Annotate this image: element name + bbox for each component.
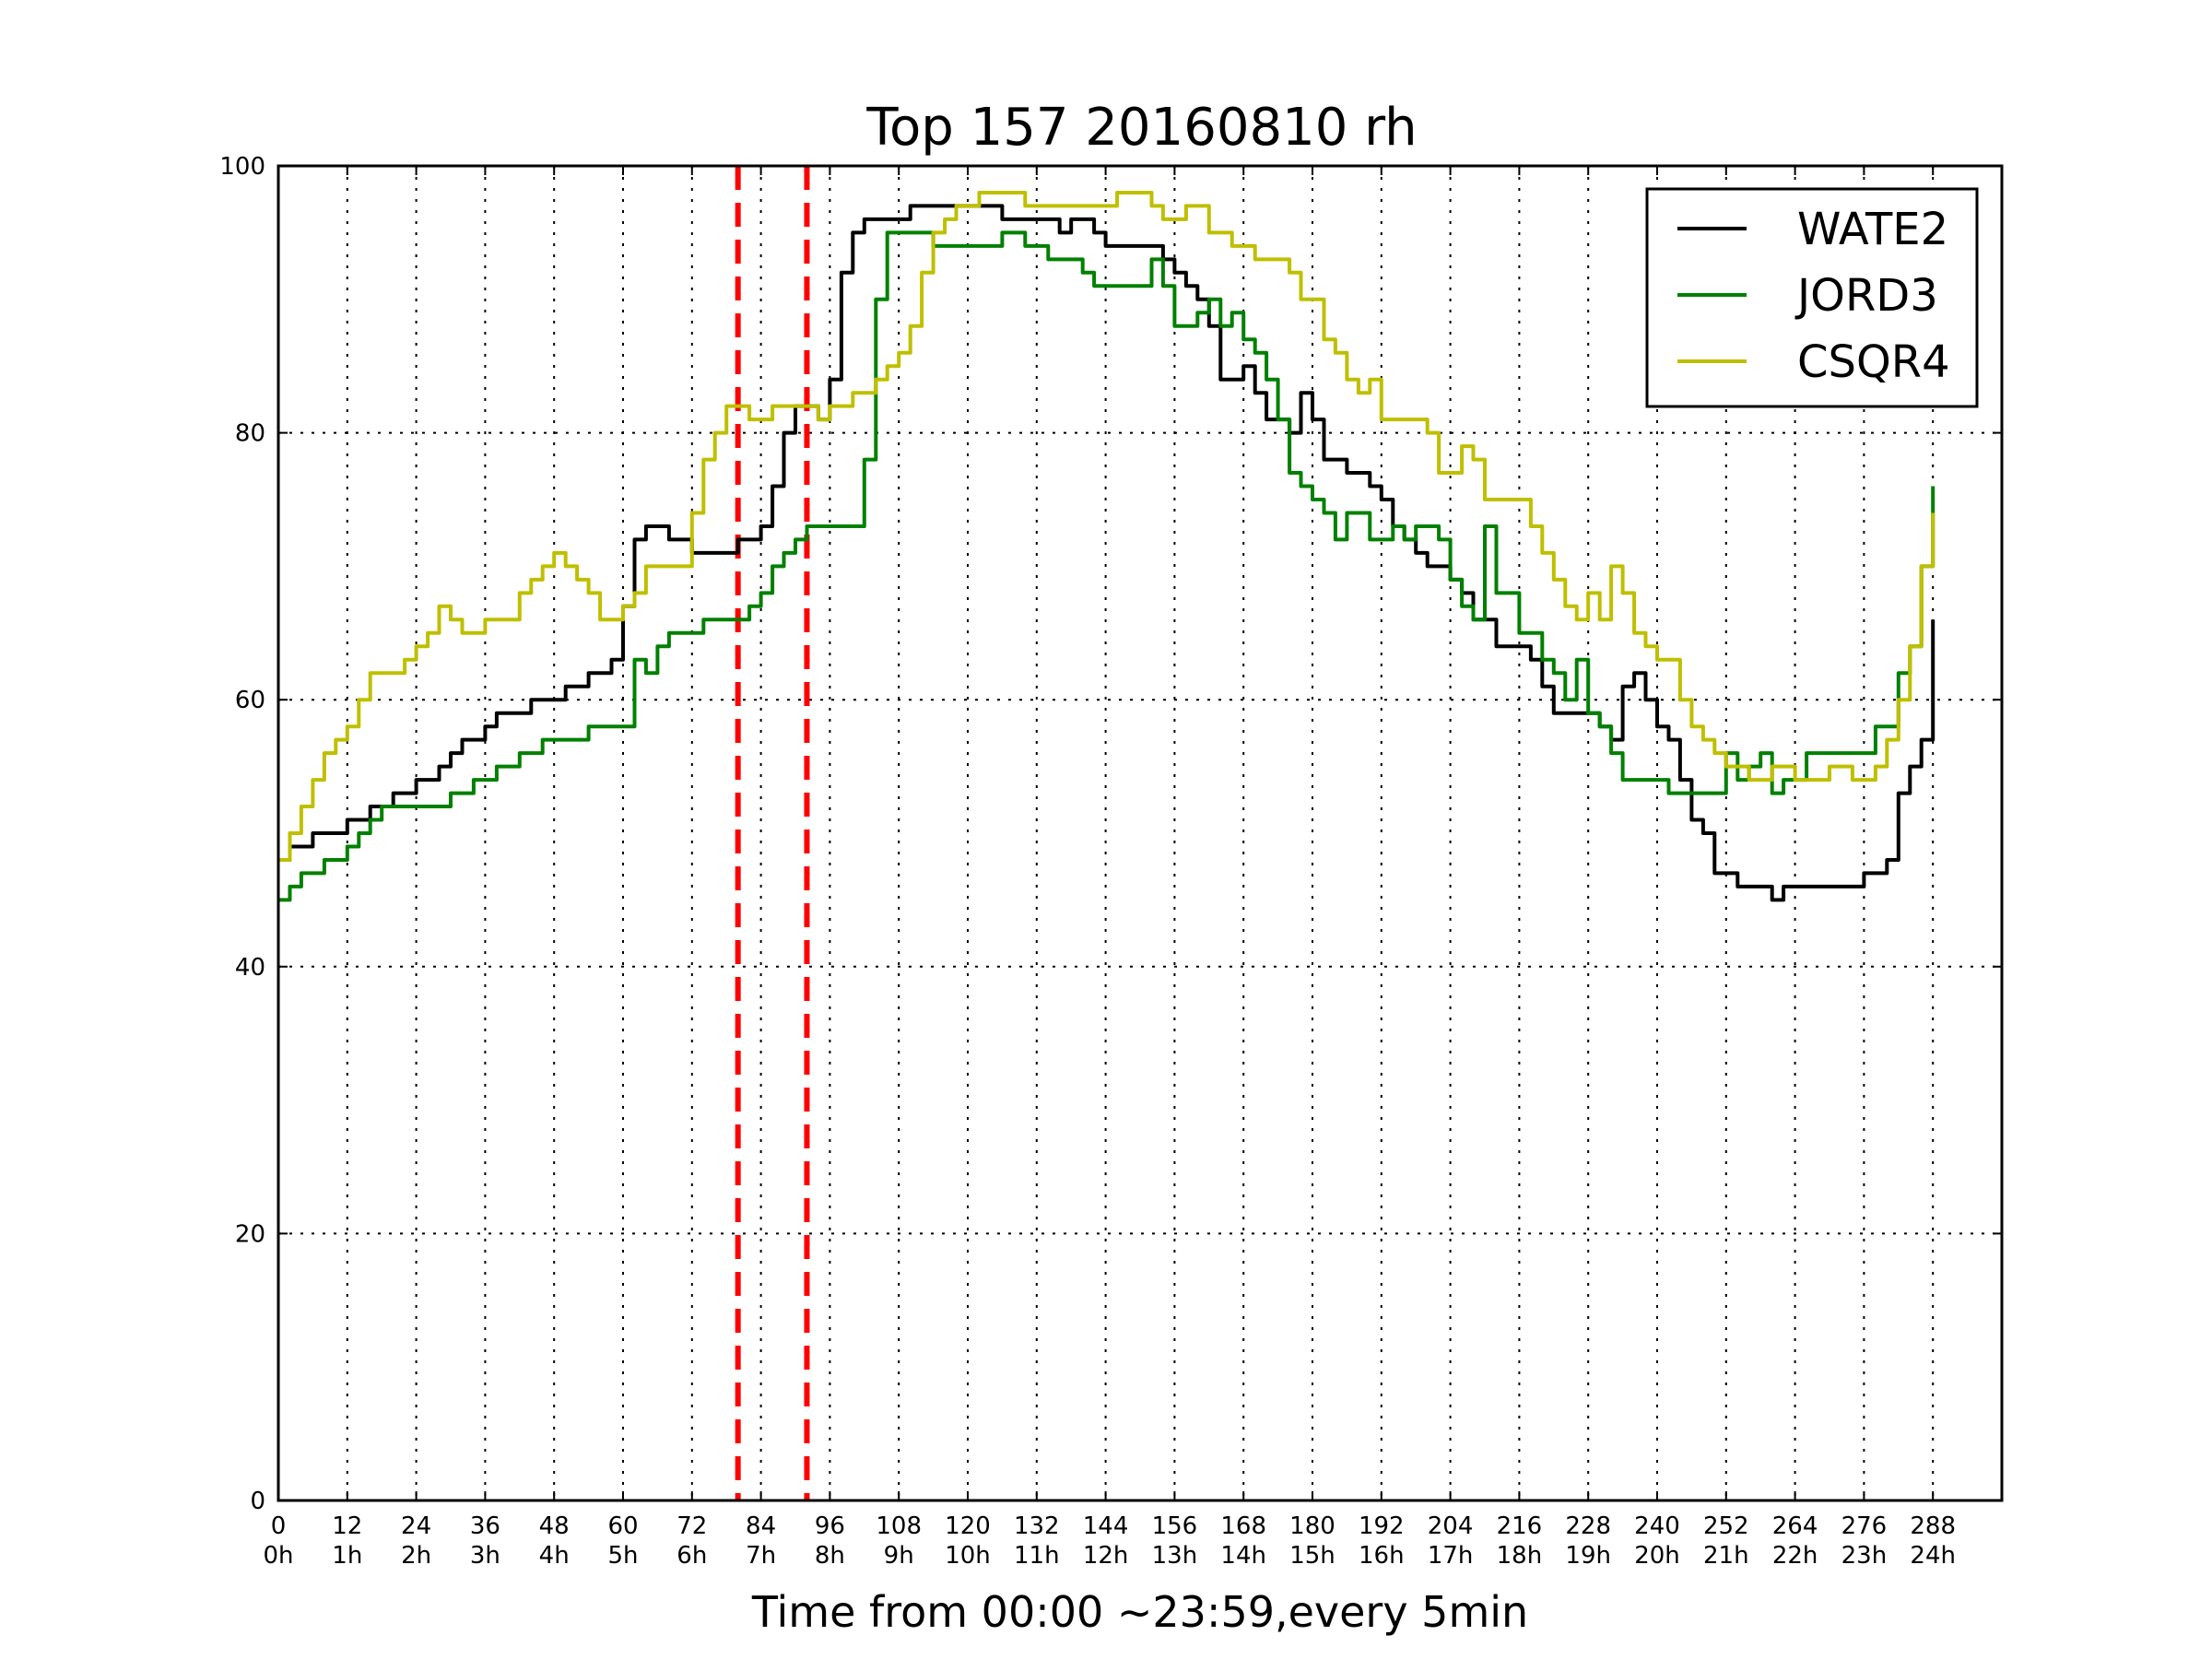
x-tick-sublabel: 12h (1083, 1542, 1129, 1570)
plot-frame (276, 164, 2004, 1502)
legend-label: CSQR4 (1797, 336, 1950, 388)
x-tick-label: 72 (677, 1512, 707, 1540)
x-tick-sublabel: 20h (1634, 1542, 1680, 1570)
x-tick-sublabel: 13h (1152, 1542, 1198, 1570)
x-tick-sublabel: 9h (884, 1542, 914, 1570)
x-tick-sublabel: 24h (1910, 1542, 1956, 1570)
legend: WATE2 JORD3 CSQR4 (1645, 187, 1979, 408)
x-tick-label: 60 (607, 1512, 638, 1540)
x-tick-sublabel: 7h (746, 1542, 776, 1570)
x-tick-sublabel: 15h (1289, 1542, 1335, 1570)
x-tick-sublabel: 8h (815, 1542, 845, 1570)
axis-ticks: 00h121h242h363h484h605h726h847h968h1089h… (219, 153, 2002, 1570)
x-tick-sublabel: 3h (470, 1542, 500, 1570)
x-tick-label: 216 (1497, 1512, 1543, 1540)
x-tick-label: 204 (1428, 1512, 1474, 1540)
x-tick-sublabel: 5h (607, 1542, 638, 1570)
reference-lines (735, 166, 810, 1500)
x-tick-sublabel: 17h (1428, 1542, 1474, 1570)
chart-title: Top 157 20160810 rh (865, 98, 1417, 158)
x-tick-sublabel: 10h (945, 1542, 991, 1570)
y-tick-label: 40 (235, 954, 265, 982)
x-tick-sublabel: 0h (263, 1542, 293, 1570)
x-tick-sublabel: 14h (1220, 1542, 1266, 1570)
legend-box (1645, 187, 1979, 408)
x-tick-sublabel: 21h (1703, 1542, 1749, 1570)
x-tick-label: 240 (1634, 1512, 1680, 1540)
legend-label: WATE2 (1797, 204, 1948, 255)
x-tick-label: 192 (1359, 1512, 1405, 1540)
y-tick-label: 60 (235, 687, 265, 714)
x-tick-label: 168 (1220, 1512, 1266, 1540)
x-tick-sublabel: 19h (1565, 1542, 1611, 1570)
y-tick-label: 20 (235, 1220, 265, 1248)
x-tick-sublabel: 23h (1841, 1542, 1888, 1570)
x-tick-label: 180 (1289, 1512, 1335, 1540)
legend-label: JORD3 (1794, 270, 1938, 322)
x-tick-label: 276 (1841, 1512, 1888, 1540)
x-tick-sublabel: 4h (539, 1542, 570, 1570)
x-tick-sublabel: 1h (332, 1542, 362, 1570)
x-tick-label: 84 (746, 1512, 776, 1540)
x-axis-label: Time from 00:00 ~23:59,every 5min (751, 1587, 1528, 1637)
x-tick-label: 132 (1014, 1512, 1060, 1540)
y-tick-label: 0 (250, 1488, 265, 1515)
series-line-csqr4 (278, 191, 1936, 862)
x-tick-label: 24 (401, 1512, 431, 1540)
x-tick-sublabel: 22h (1772, 1542, 1818, 1570)
y-tick-label: 100 (219, 153, 265, 181)
x-tick-label: 36 (470, 1512, 500, 1540)
x-tick-label: 288 (1910, 1512, 1956, 1540)
x-tick-label: 156 (1152, 1512, 1198, 1540)
x-tick-label: 228 (1565, 1512, 1611, 1540)
x-tick-label: 120 (945, 1512, 991, 1540)
series-lines (278, 191, 1936, 902)
x-tick-label: 12 (332, 1512, 362, 1540)
x-tick-sublabel: 11h (1014, 1542, 1060, 1570)
x-tick-label: 252 (1703, 1512, 1749, 1540)
x-tick-label: 96 (815, 1512, 845, 1540)
x-tick-sublabel: 6h (677, 1542, 707, 1570)
x-tick-label: 264 (1772, 1512, 1818, 1540)
series-line-jord3 (278, 230, 1936, 902)
x-tick-sublabel: 2h (401, 1542, 431, 1570)
x-tick-label: 108 (876, 1512, 922, 1540)
x-tick-label: 144 (1083, 1512, 1129, 1540)
x-tick-sublabel: 18h (1497, 1542, 1543, 1570)
y-tick-label: 80 (235, 420, 265, 448)
x-tick-label: 48 (539, 1512, 570, 1540)
x-tick-label: 0 (271, 1512, 287, 1540)
x-tick-sublabel: 16h (1359, 1542, 1405, 1570)
